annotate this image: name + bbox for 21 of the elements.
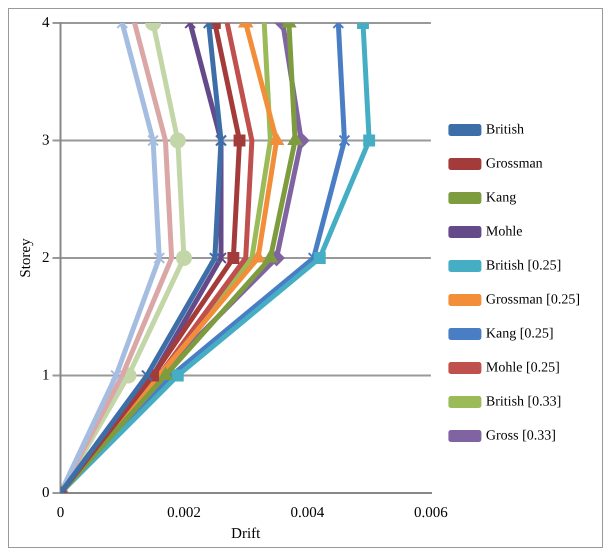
x-axis-title: Drift [231, 526, 262, 542]
y-tick-label: 4 [42, 14, 50, 31]
legend-label: Gross [0.33] [486, 428, 556, 444]
y-tick-label: 3 [42, 132, 50, 148]
legend-label: British [0.33] [486, 394, 562, 410]
legend-label: Kang [486, 190, 516, 206]
legend-label: Grossman [486, 156, 543, 172]
legend-label: Grossman [0.25] [486, 292, 580, 308]
legend-label: British [0.25] [486, 258, 562, 274]
x-tick-label: 0.004 [290, 504, 325, 521]
y-tick-label: 0 [42, 484, 50, 501]
legend-label: Mohle [0.25] [486, 360, 560, 376]
x-tick-label: 0 [56, 504, 64, 521]
x-tick-label: 0.006 [414, 504, 448, 521]
legend-label: Kang [0.25] [486, 326, 554, 342]
x-tick-label: 0.002 [167, 504, 201, 521]
y-tick-label: 1 [42, 367, 50, 384]
y-tick-label: 2 [42, 250, 50, 266]
legend-label: British [486, 122, 524, 138]
legend-label: Mohle [486, 224, 522, 240]
y-axis-title: Storey [18, 238, 34, 278]
